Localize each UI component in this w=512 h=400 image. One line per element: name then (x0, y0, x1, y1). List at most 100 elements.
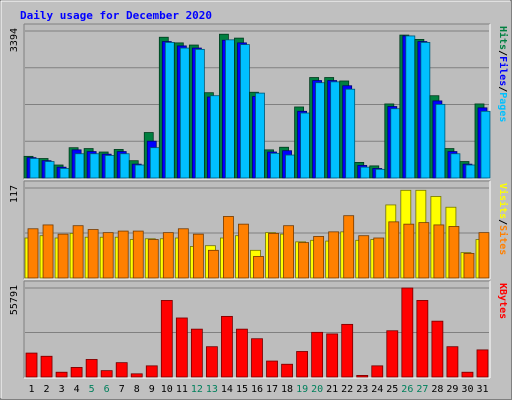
bar-pages-day-7 (119, 153, 130, 179)
bar-kbytes-day-24 (371, 365, 384, 378)
bar-sites-day-8 (132, 230, 144, 279)
bar-sites-day-14 (223, 216, 234, 279)
bar-kbytes-day-31 (476, 349, 489, 378)
x-tick-label: 24 (371, 384, 383, 395)
bar-kbytes-day-16 (251, 338, 263, 378)
x-tick-label: 26 (401, 384, 413, 395)
bar-sites-day-26 (403, 223, 415, 279)
bar-pages-day-18 (285, 154, 295, 179)
panel-kbytes: 55791 KBytes (9, 280, 508, 379)
legend-entry-kbytes: KBytes (497, 283, 508, 319)
bar-kbytes-day-2 (40, 355, 53, 378)
bar-sites-day-21 (328, 231, 340, 279)
bar-sites-day-1 (27, 228, 39, 279)
bar-kbytes-day-21 (326, 333, 339, 378)
legend-text: Hits/Files/Pages (497, 26, 509, 122)
x-tick-label: 18 (281, 384, 293, 395)
bar-sites-day-6 (102, 232, 114, 279)
bar-sites-day-23 (358, 235, 370, 279)
bar-kbytes-day-9 (145, 365, 158, 378)
bar-kbytes-day-29 (446, 346, 459, 378)
x-tick-label: 14 (221, 384, 233, 395)
bar-pages-day-31 (480, 110, 491, 179)
axis-max-label: 117 (9, 185, 20, 203)
bar-pages-day-23 (360, 166, 371, 179)
bar-kbytes-day-15 (236, 328, 248, 378)
bar-pages-day-17 (270, 152, 280, 179)
bar-pages-day-8 (134, 164, 145, 179)
bar-kbytes-day-27 (416, 300, 429, 378)
bar-sites-day-12 (192, 233, 204, 279)
x-tick-label: 16 (251, 384, 263, 395)
bar-kbytes-day-6 (100, 370, 113, 378)
bar-kbytes-day-12 (190, 328, 203, 378)
x-tick-label: 6 (104, 384, 110, 395)
bar-sites-day-28 (433, 224, 445, 279)
bar-pages-day-2 (44, 161, 55, 179)
bar-kbytes-day-23 (356, 375, 369, 378)
x-tick-label: 4 (74, 384, 80, 395)
bar-pages-day-12 (194, 48, 205, 179)
legend-separator: / (497, 86, 508, 92)
panel-visits-sites: 117 Visits/Sites (9, 180, 509, 280)
bar-kbytes-day-4 (70, 367, 83, 378)
bar-pages-day-10 (164, 42, 175, 179)
bar-kbytes-day-5 (85, 359, 98, 378)
legend-entry-visits: Visits (497, 183, 509, 219)
x-tick-label: 19 (296, 384, 308, 395)
x-tick-label: 17 (266, 384, 278, 395)
legend-entry-hits: Hits (497, 26, 509, 50)
legend-text: Visits/Sites (497, 183, 509, 255)
bar-sites-day-11 (177, 228, 189, 279)
legend: KBytes (497, 283, 508, 319)
bar-kbytes-day-28 (431, 320, 444, 378)
bar-pages-day-16 (255, 92, 265, 179)
bar-pages-day-30 (465, 164, 476, 179)
bar-sites-day-20 (313, 236, 325, 279)
x-axis-day-labels: 1 2 3 4 5 6 7 8 9 10 11 12 13 14 15 16 17 18 19 20 21 22 23 24 2… (29, 384, 489, 395)
bar-pages-day-20 (315, 82, 326, 179)
x-tick-label: 2 (44, 384, 50, 395)
bar-kbytes-day-1 (25, 352, 38, 378)
bar-kbytes-day-26 (401, 287, 414, 378)
legend-separator: / (497, 219, 508, 225)
bar-sites-day-31 (478, 232, 490, 279)
x-tick-label: 5 (89, 384, 95, 395)
bar-pages-day-1 (29, 158, 40, 179)
legend-text: KBytes (497, 283, 508, 319)
bar-pages-day-9 (149, 147, 160, 179)
bar-sites-day-17 (268, 232, 279, 279)
bar-kbytes-day-8 (130, 373, 143, 378)
legend-entry-files: Files (497, 56, 509, 86)
x-tick-label: 23 (356, 384, 368, 395)
bar-pages-day-5 (89, 153, 100, 179)
bar-sites-day-10 (162, 232, 174, 279)
bar-kbytes-day-19 (296, 351, 308, 378)
bar-sites-day-24 (373, 237, 385, 279)
bar-pages-day-24 (375, 168, 386, 179)
legend-entry-pages: Pages (497, 92, 508, 122)
bar-kbytes-day-3 (55, 371, 68, 378)
bar-pages-day-15 (240, 44, 250, 179)
bar-kbytes-day-30 (461, 371, 474, 378)
bar-pages-day-21 (330, 81, 341, 179)
x-tick-label: 10 (161, 384, 173, 395)
x-tick-label: 22 (341, 384, 353, 395)
legend: Visits/Sites (497, 183, 509, 255)
bar-sites-day-5 (87, 229, 99, 279)
bar-sites-day-25 (388, 221, 400, 279)
bar-kbytes-day-14 (221, 315, 233, 378)
bar-sites-day-16 (253, 256, 264, 279)
bar-pages-day-3 (59, 168, 70, 179)
bar-sites-day-13 (208, 249, 219, 279)
x-tick-label: 21 (326, 384, 338, 395)
x-tick-label: 31 (476, 384, 488, 395)
bar-kbytes-day-22 (341, 323, 354, 378)
bar-pages-day-11 (179, 47, 190, 179)
x-tick-label: 15 (236, 384, 248, 395)
x-tick-label: 1 (29, 384, 35, 395)
bar-kbytes-day-13 (206, 346, 218, 378)
x-tick-label: 30 (461, 384, 473, 395)
legend-entry-sites: Sites (497, 225, 509, 255)
